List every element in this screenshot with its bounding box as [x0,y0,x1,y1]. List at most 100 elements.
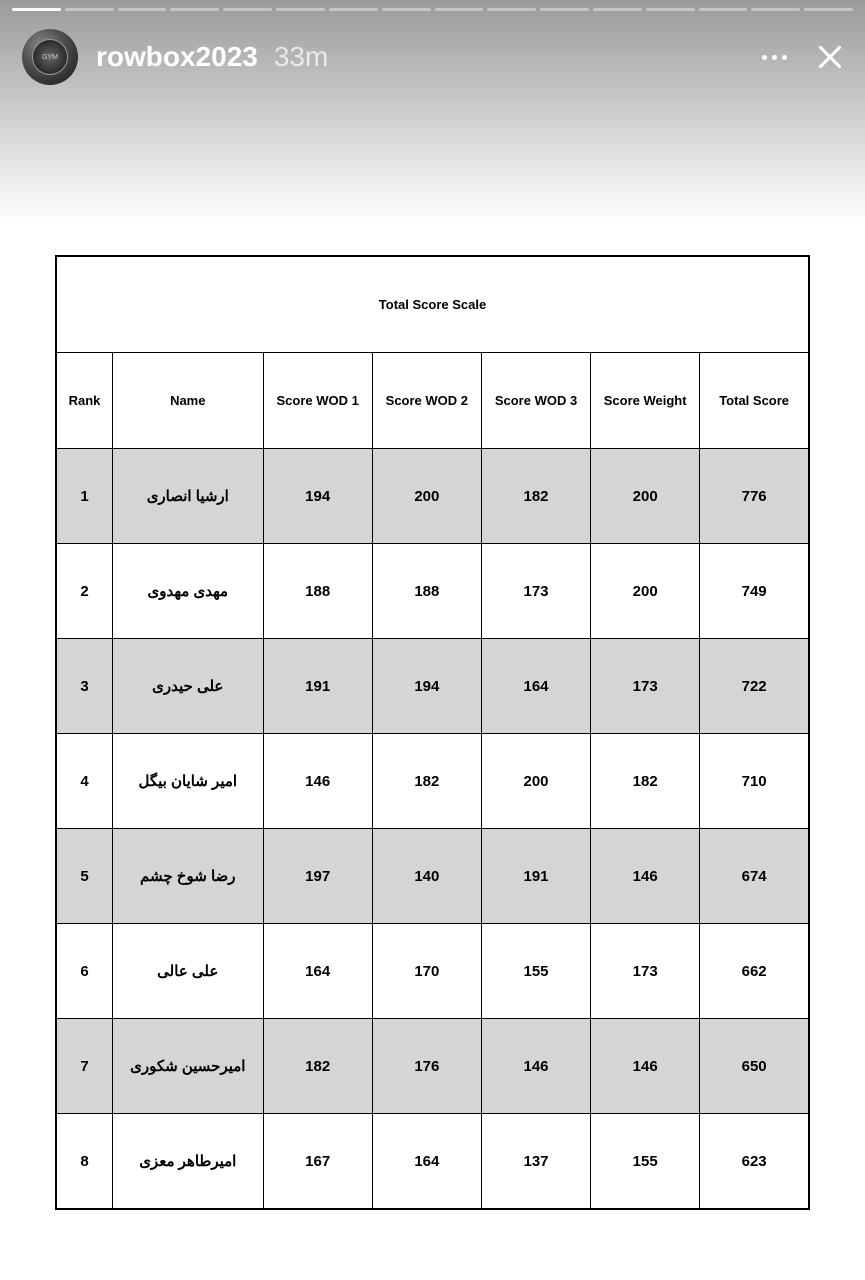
cell-rank: 7 [56,1019,112,1114]
cell-name: مهدی مهدوی [112,544,263,639]
cell-wod2: 164 [372,1114,481,1210]
cell-wod1: 194 [263,449,372,544]
cell-total: 650 [700,1019,809,1114]
cell-weight: 146 [591,829,700,924]
cell-name: امیرطاهر معزی [112,1114,263,1210]
cell-weight: 182 [591,734,700,829]
cell-rank: 2 [56,544,112,639]
username[interactable]: rowbox2023 [96,41,258,73]
progress-segment [699,8,748,11]
cell-wod1: 146 [263,734,372,829]
cell-name: رضا شوخ چشم [112,829,263,924]
progress-segment [276,8,325,11]
cell-wod3: 155 [481,924,590,1019]
table-title: Total Score Scale [56,256,809,353]
col-header-rank: Rank [56,353,112,449]
cell-rank: 6 [56,924,112,1019]
table-row: 5رضا شوخ چشم197140191146674 [56,829,809,924]
cell-total: 674 [700,829,809,924]
cell-weight: 146 [591,1019,700,1114]
progress-segment [329,8,378,11]
progress-segment [223,8,272,11]
progress-segment [593,8,642,11]
cell-wod1: 182 [263,1019,372,1114]
cell-name: امیر شایان بیگل [112,734,263,829]
cell-rank: 3 [56,639,112,734]
table-row: 2مهدی مهدوی188188173200749 [56,544,809,639]
story-timestamp: 33m [274,41,328,73]
cell-wod2: 170 [372,924,481,1019]
header-actions [762,42,845,72]
cell-rank: 4 [56,734,112,829]
table-row: 6علی عالی164170155173662 [56,924,809,1019]
cell-name: امیرحسین شکوری [112,1019,263,1114]
cell-name: ارشیا انصاری [112,449,263,544]
cell-weight: 173 [591,924,700,1019]
cell-wod2: 140 [372,829,481,924]
cell-rank: 5 [56,829,112,924]
cell-wod3: 173 [481,544,590,639]
story-header-row: GYM rowbox2023 33m [0,11,865,85]
cell-wod1: 188 [263,544,372,639]
more-icon[interactable] [762,55,787,60]
story-progress-bar [0,0,865,11]
close-icon[interactable] [815,42,845,72]
score-table: Total Score Scale Rank Name Score WOD 1 … [55,255,810,1210]
progress-segment [804,8,853,11]
col-header-wod1: Score WOD 1 [263,353,372,449]
table-row: 1ارشیا انصاری194200182200776 [56,449,809,544]
progress-segment [118,8,167,11]
cell-wod1: 164 [263,924,372,1019]
cell-weight: 200 [591,449,700,544]
table-row: 7امیرحسین شکوری182176146146650 [56,1019,809,1114]
cell-name: علی حیدری [112,639,263,734]
cell-rank: 1 [56,449,112,544]
story-content: Total Score Scale Rank Name Score WOD 1 … [0,225,865,1210]
cell-total: 662 [700,924,809,1019]
cell-wod2: 188 [372,544,481,639]
cell-wod1: 197 [263,829,372,924]
avatar-image: GYM [32,39,68,75]
progress-segment [435,8,484,11]
cell-rank: 8 [56,1114,112,1210]
cell-wod3: 164 [481,639,590,734]
cell-wod3: 191 [481,829,590,924]
table-row: 8امیرطاهر معزی167164137155623 [56,1114,809,1210]
cell-weight: 155 [591,1114,700,1210]
cell-total: 749 [700,544,809,639]
cell-wod3: 137 [481,1114,590,1210]
col-header-name: Name [112,353,263,449]
cell-wod3: 146 [481,1019,590,1114]
progress-segment [487,8,536,11]
progress-segment [12,8,61,11]
cell-wod2: 200 [372,449,481,544]
progress-segment [382,8,431,11]
cell-weight: 200 [591,544,700,639]
cell-total: 722 [700,639,809,734]
cell-total: 710 [700,734,809,829]
cell-total: 623 [700,1114,809,1210]
table-header-row: Rank Name Score WOD 1 Score WOD 2 Score … [56,353,809,449]
cell-wod3: 182 [481,449,590,544]
progress-segment [170,8,219,11]
cell-wod2: 194 [372,639,481,734]
table-row: 3علی حیدری191194164173722 [56,639,809,734]
cell-name: علی عالی [112,924,263,1019]
cell-total: 776 [700,449,809,544]
col-header-weight: Score Weight [591,353,700,449]
progress-segment [751,8,800,11]
cell-wod1: 167 [263,1114,372,1210]
cell-wod2: 182 [372,734,481,829]
cell-wod3: 200 [481,734,590,829]
progress-segment [646,8,695,11]
progress-segment [65,8,114,11]
avatar[interactable]: GYM [22,29,78,85]
col-header-total: Total Score [700,353,809,449]
story-header: GYM rowbox2023 33m [0,0,865,225]
cell-wod1: 191 [263,639,372,734]
col-header-wod3: Score WOD 3 [481,353,590,449]
table-row: 4امیر شایان بیگل146182200182710 [56,734,809,829]
cell-wod2: 176 [372,1019,481,1114]
cell-weight: 173 [591,639,700,734]
progress-segment [540,8,589,11]
